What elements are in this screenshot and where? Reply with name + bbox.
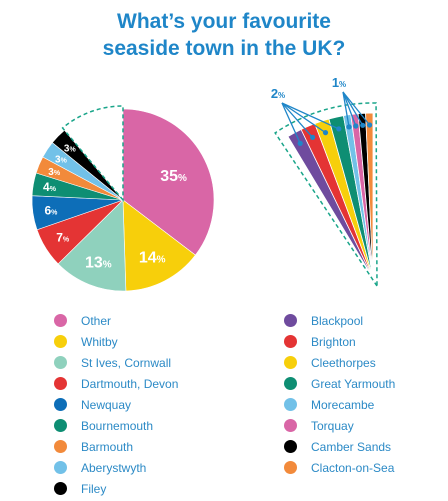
legend-item-barmouth: Barmouth bbox=[54, 436, 178, 457]
legend-label: Aberystwyth bbox=[81, 460, 147, 475]
legend-swatch bbox=[284, 440, 297, 453]
pie-slice-whitby bbox=[122, 199, 196, 292]
legend-item-filey: Filey bbox=[54, 478, 178, 499]
pie-slice-other bbox=[122, 108, 215, 256]
legend-swatch bbox=[284, 335, 297, 348]
callout-dot bbox=[353, 123, 359, 129]
data-label-barmouth: 3% bbox=[48, 167, 61, 178]
legend-label: Brighton bbox=[311, 334, 356, 349]
legend-item-cleethorpes: Cleethorpes bbox=[284, 352, 395, 373]
legend-left: Other Whitby St Ives, Cornwall Dartmouth, D… bbox=[54, 310, 178, 499]
legend-swatch bbox=[54, 356, 67, 369]
legend-swatch bbox=[284, 377, 297, 390]
legend-item-morecambe: Morecambe bbox=[284, 394, 395, 415]
legend-swatch bbox=[54, 398, 67, 411]
chart-title-line-1: What’s your favourite bbox=[117, 10, 331, 33]
callout-dot bbox=[360, 122, 366, 128]
legend-swatch bbox=[284, 314, 297, 327]
chart-title: What’s your favourite seaside town in th… bbox=[0, 8, 448, 62]
legend-label: St Ives, Cornwall bbox=[81, 355, 172, 370]
legend-item-bournemouth: Bournemouth bbox=[54, 415, 178, 436]
legend-item-other: Other bbox=[54, 310, 178, 331]
legend-label: Filey bbox=[81, 481, 107, 496]
callout-line bbox=[281, 102, 326, 134]
legend-label: Morecambe bbox=[311, 397, 375, 412]
chart-title-line-2: seaside town in the UK? bbox=[102, 37, 346, 60]
legend-swatch bbox=[284, 461, 297, 474]
legend-label: Newquay bbox=[81, 397, 132, 412]
legend-label: Clacton-on-Sea bbox=[311, 460, 395, 475]
legend-swatch bbox=[54, 440, 67, 453]
legend-swatch bbox=[284, 398, 297, 411]
legend-label: Bournemouth bbox=[81, 418, 154, 433]
legend-swatch bbox=[54, 335, 67, 348]
data-label-aberystwyth: 3% bbox=[55, 155, 68, 166]
data-label-whitby: 14% bbox=[139, 250, 166, 267]
legend-item-clacton-on-sea: Clacton-on-Sea bbox=[284, 457, 395, 478]
legend-swatch bbox=[284, 356, 297, 369]
callout-line bbox=[281, 102, 314, 138]
data-label-st-ives-cornwall: 13% bbox=[85, 255, 112, 272]
callout-line bbox=[342, 91, 371, 126]
callout-dot bbox=[310, 134, 316, 140]
legend-item-newquay: Newquay bbox=[54, 394, 178, 415]
callout-line bbox=[342, 91, 357, 127]
legend-swatch bbox=[54, 314, 67, 327]
legend-label: Barmouth bbox=[81, 439, 134, 454]
legend-swatch bbox=[284, 419, 297, 432]
legend-item-dartmouth-devon: Dartmouth, Devon bbox=[54, 373, 178, 394]
legend-item-aberystwyth: Aberystwyth bbox=[54, 457, 178, 478]
pie-slice-filey bbox=[51, 129, 124, 201]
callout-line bbox=[342, 91, 350, 128]
legend-item-blackpool: Blackpool bbox=[284, 310, 395, 331]
legend-label: Other bbox=[81, 313, 112, 328]
legend-label: Dartmouth, Devon bbox=[81, 376, 179, 391]
legend-item-st-ives-cornwall: St Ives, Cornwall bbox=[54, 352, 178, 373]
callout-dot bbox=[297, 140, 303, 146]
data-label-other: 35% bbox=[160, 168, 187, 185]
callout-dot bbox=[367, 122, 373, 128]
callout-line bbox=[342, 91, 364, 126]
callout-label: 1% bbox=[332, 75, 346, 90]
legend-item-camber-sands: Camber Sands bbox=[284, 436, 395, 457]
callout-dot bbox=[322, 130, 329, 136]
breakout-gap-outline bbox=[61, 105, 124, 203]
legend-item-great-yarmouth: Great Yarmouth bbox=[284, 373, 395, 394]
legend-swatch bbox=[54, 377, 67, 390]
legend-right: Blackpool Brighton Cleethorpes Great Yarmou… bbox=[284, 310, 395, 478]
data-label-filey: 3% bbox=[64, 144, 77, 155]
main-pie: 35%14%13%7%6%4%3%3%3% bbox=[31, 105, 215, 292]
legend-swatch bbox=[54, 482, 67, 495]
legend-item-brighton: Brighton bbox=[284, 331, 395, 352]
legend-item-torquay: Torquay bbox=[284, 415, 395, 436]
legend-label: Torquay bbox=[311, 418, 354, 433]
callout-line bbox=[281, 102, 301, 144]
legend-label: Whitby bbox=[81, 334, 118, 349]
pie-slice-st-ives-cornwall bbox=[57, 199, 127, 292]
legend-label: Camber Sands bbox=[311, 439, 392, 454]
legend-swatch bbox=[54, 419, 67, 432]
callout-dot bbox=[336, 126, 342, 132]
breakout-outline bbox=[274, 102, 378, 289]
callout-dot bbox=[346, 124, 352, 130]
legend-swatch bbox=[54, 461, 67, 474]
legend-item-whitby: Whitby bbox=[54, 331, 178, 352]
legend-label: Cleethorpes bbox=[311, 355, 376, 370]
callout-label: 2% bbox=[271, 86, 285, 101]
legend-label: Blackpool bbox=[311, 313, 364, 328]
pie-chart: 35%14%13%7%6%4%3%3%3% 2%1% bbox=[31, 75, 378, 292]
breakout-wedge: 2% 1% bbox=[271, 75, 378, 289]
callout-line bbox=[281, 102, 340, 130]
legend-label: Great Yarmouth bbox=[311, 376, 396, 391]
breakout-slice-clacton-on-sea bbox=[365, 112, 374, 279]
